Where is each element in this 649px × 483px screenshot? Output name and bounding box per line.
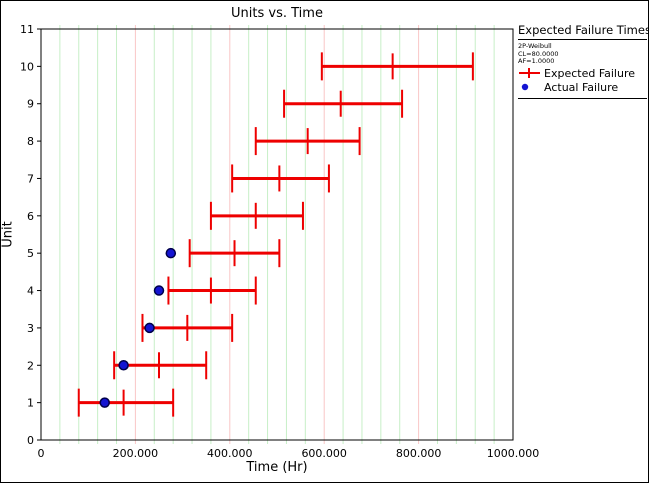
actual-failure-point [99, 397, 110, 408]
legend-entry-expected-failure: Expected Failure [518, 67, 647, 80]
x-tick-label: 800.000 [396, 447, 442, 460]
y-tick-label: 7 [27, 172, 34, 185]
y-tick-label: 6 [27, 210, 34, 223]
y-tick-label: 11 [20, 23, 34, 36]
y-tick-label: 1 [27, 397, 34, 410]
errorbar-marker-icon [519, 68, 540, 78]
plot-frame [40, 28, 514, 441]
y-tick-label: 10 [20, 60, 34, 73]
dot-marker-icon [521, 83, 529, 91]
actual-failure-point [153, 285, 165, 296]
y-tick-label: 9 [27, 98, 34, 111]
legend-entry-label: Actual Failure [544, 80, 619, 94]
y-tick-label: 2 [27, 359, 34, 372]
x-tick-label: 200.000 [113, 447, 159, 460]
actual-failure-point [165, 247, 177, 259]
y-tick-label: 4 [27, 285, 34, 298]
y-tick-label: 0 [27, 434, 34, 447]
x-tick-label: 400.000 [207, 447, 253, 460]
legend-entry-label: Expected Failure [544, 66, 636, 80]
actual-failure-point [118, 360, 129, 371]
y-tick-label: 8 [27, 135, 34, 148]
legend-param-distribution: 2P-Weibull [518, 42, 552, 50]
actual-failure-point [144, 322, 155, 334]
x-tick-label: 0 [38, 447, 45, 460]
x-tick-label: 1000.000 [487, 447, 540, 460]
legend: Expected Failure Times 2P-Weibull CL=80.… [518, 23, 648, 99]
legend-params: 2P-Weibull CL=80.0000 AF=1.0000 [518, 42, 647, 66]
y-tick-label: 5 [27, 247, 34, 260]
y-tick-label: 3 [27, 322, 34, 335]
chart-title: Units vs. Time [231, 6, 323, 21]
legend-entry-actual-failure: Actual Failure [518, 81, 647, 94]
x-axis-label: Time (Hr) [246, 460, 308, 475]
legend-param-cl: CL=80.0000 [518, 49, 559, 58]
legend-param-af: AF=1.0000 [518, 57, 555, 65]
y-axis-label: Unit [0, 221, 16, 248]
x-tick-label: 600.000 [301, 447, 347, 460]
legend-title: Expected Failure Times [518, 23, 648, 40]
